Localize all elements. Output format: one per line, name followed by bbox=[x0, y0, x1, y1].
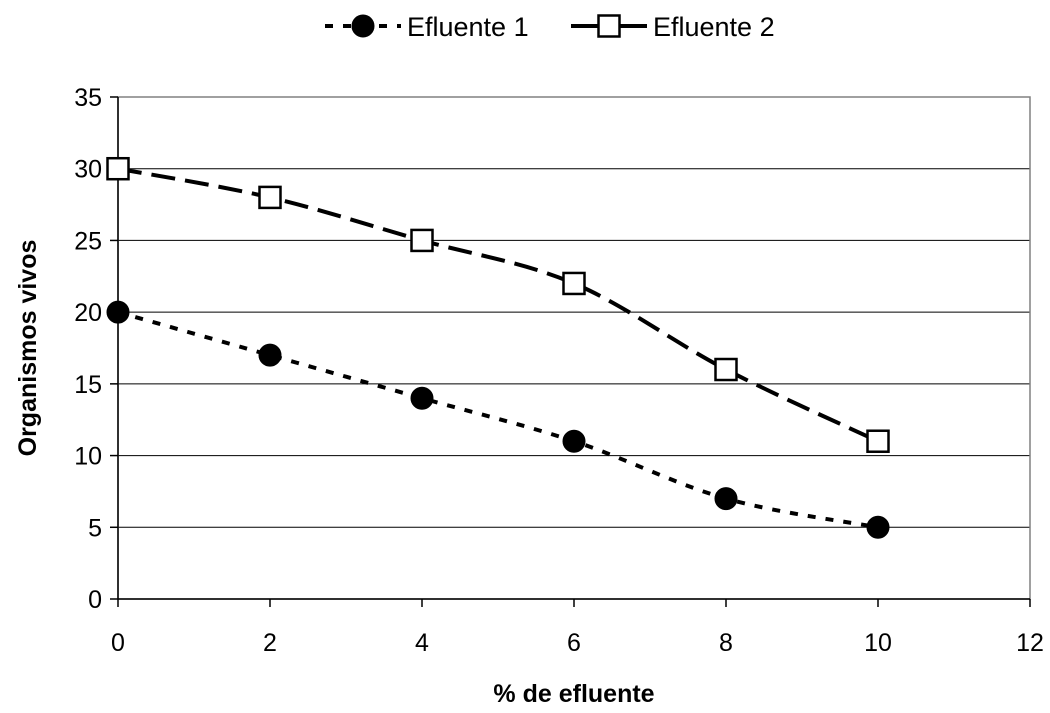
legend-marker bbox=[351, 14, 375, 38]
axes: 0 5 10 15 20 25 30 35 0 2 4 6 8 10 12 bbox=[74, 84, 1044, 657]
grid-lines bbox=[118, 96, 1030, 528]
series-2 bbox=[106, 156, 890, 453]
series-layer bbox=[106, 156, 890, 539]
y-tick-label: 15 bbox=[74, 371, 102, 399]
y-tick-label: 5 bbox=[88, 514, 102, 542]
plot-area bbox=[117, 96, 1031, 600]
data-point-s1-x4 bbox=[410, 386, 434, 410]
data-point-s1-x6 bbox=[562, 429, 586, 453]
data-point-s2-x6 bbox=[562, 271, 586, 296]
legend-label: Efluente 2 bbox=[653, 12, 775, 42]
y-tick-label: 30 bbox=[74, 156, 102, 184]
data-point-s1-x0 bbox=[106, 300, 130, 324]
data-point-s2-x10 bbox=[866, 429, 890, 453]
x-tick-label: 10 bbox=[864, 629, 892, 657]
series-line-2 bbox=[117, 166, 879, 444]
data-point-s1-x2 bbox=[258, 343, 282, 367]
x-tick-label: 4 bbox=[415, 629, 429, 657]
data-point-s2-x8 bbox=[714, 357, 738, 382]
y-tick-label: 20 bbox=[74, 299, 102, 327]
x-tick-label: 2 bbox=[263, 629, 277, 657]
data-point-s1-x10 bbox=[866, 515, 890, 539]
data-point-s2-x2 bbox=[258, 185, 282, 210]
x-tick-label: 8 bbox=[719, 629, 733, 657]
series-line-1 bbox=[117, 310, 879, 530]
legend-item-1: Efluente 1 bbox=[325, 12, 529, 42]
series-1 bbox=[106, 300, 890, 539]
data-point-s2-x4 bbox=[410, 228, 434, 253]
legend-item-2: Efluente 2 bbox=[571, 12, 775, 42]
legend-label: Efluente 1 bbox=[407, 12, 529, 42]
y-tick-label: 0 bbox=[88, 586, 102, 614]
x-axis-title: % de efluente bbox=[493, 680, 654, 708]
y-axis-title: Organismos vivos bbox=[14, 240, 42, 457]
data-point-s2-x0 bbox=[106, 156, 130, 181]
y-tick-label: 35 bbox=[74, 84, 102, 112]
y-tick-label: 10 bbox=[74, 443, 102, 471]
x-tick-label: 6 bbox=[567, 629, 581, 657]
legend: Efluente 1 Efluente 2 bbox=[325, 12, 775, 42]
x-tick-label: 12 bbox=[1016, 629, 1044, 657]
y-tick-label: 25 bbox=[74, 227, 102, 255]
data-point-s1-x8 bbox=[714, 487, 738, 511]
legend-marker bbox=[597, 14, 621, 38]
x-tick-label: 0 bbox=[111, 629, 125, 657]
